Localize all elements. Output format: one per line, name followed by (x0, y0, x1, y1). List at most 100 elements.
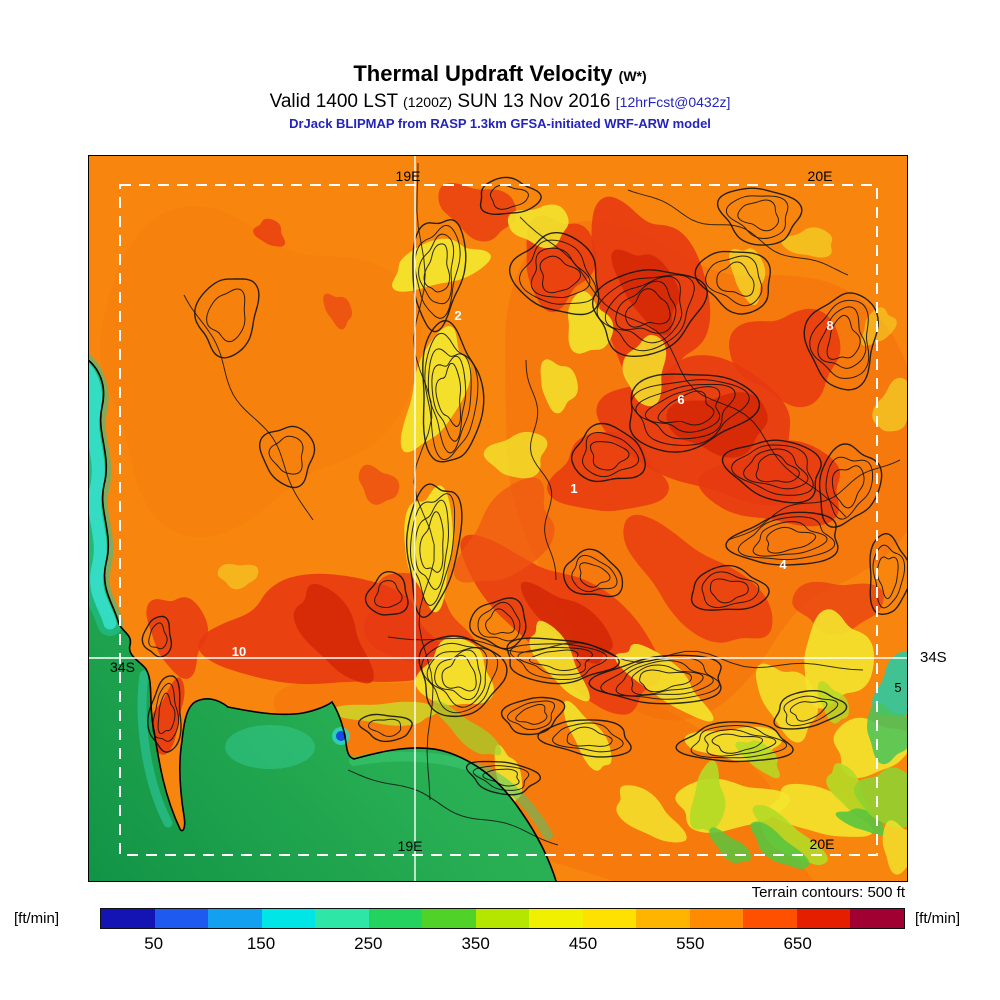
page-title: Thermal Updraft Velocity (353, 61, 613, 86)
contour-loop (721, 439, 822, 504)
contour-loop (803, 292, 879, 391)
colorbar-segment (208, 909, 262, 928)
waypoint-label-10: 10 (232, 644, 246, 659)
header: Thermal Updraft Velocity (W*) Valid 1400… (0, 60, 1000, 133)
terrain-contours (141, 162, 908, 846)
contour-loop (818, 443, 883, 528)
contour-loop (528, 649, 581, 672)
forecast-tag: [12hrFcst@0432z] (615, 93, 731, 110)
contour-loop (368, 718, 402, 737)
contour-loop (629, 373, 761, 453)
contour-loop (711, 733, 764, 754)
contour-loop (624, 288, 671, 328)
contour-loop (566, 726, 613, 747)
land-blob (547, 431, 669, 512)
contour-loop (147, 675, 182, 753)
waypoint-label-4: 4 (779, 557, 787, 572)
contour-loop (570, 422, 646, 483)
map: 19E 20E 19E 20E 34S 5 2 8 6 1 4 10 34S (88, 155, 968, 887)
contour-loop (424, 332, 479, 461)
contour-loop (631, 664, 704, 696)
contour-loop (675, 721, 794, 763)
land-blob (332, 701, 438, 726)
colorbar-segment (422, 909, 476, 928)
waypoint-label-2: 2 (454, 308, 461, 323)
contour-loop (589, 441, 630, 471)
contour-loop (519, 239, 597, 305)
contour-loop (419, 511, 444, 573)
colorbar-segment (368, 909, 423, 928)
contour-loop (755, 453, 800, 483)
contour-loop (489, 184, 529, 210)
contour-loop (783, 695, 839, 727)
colorbar-segment (154, 909, 209, 928)
contour-loop (725, 195, 789, 240)
contour-loop (418, 233, 455, 305)
contour-loop (752, 521, 828, 557)
contour-loop (515, 703, 548, 725)
dam-blue-spot (336, 731, 346, 741)
land-blob (817, 681, 850, 724)
colorbar-tick: 650 (783, 934, 812, 953)
colorbar (100, 908, 905, 929)
colorbar-tick: 350 (461, 934, 490, 953)
colorbar-segment (101, 909, 155, 928)
land-blob (99, 206, 421, 538)
land-blob (861, 307, 897, 346)
contour-loop (639, 669, 693, 693)
contour-loop (701, 571, 760, 609)
grid-label-20e-bottom: 20E (810, 836, 835, 852)
contour-line (347, 769, 559, 846)
contour-loop (434, 649, 482, 701)
contour-loop (694, 250, 771, 315)
contour-line (387, 636, 864, 671)
contour-loop (509, 643, 608, 680)
contour-loop (539, 255, 581, 294)
colorbar-segment (582, 909, 637, 928)
contour-loop (364, 571, 409, 616)
contour-loop (789, 700, 828, 722)
contour-line (413, 162, 435, 801)
contour-loop (506, 637, 620, 685)
contour-line (727, 459, 901, 541)
land-blob (781, 227, 833, 258)
land-blob (689, 760, 726, 832)
colorbar-tick: 450 (568, 934, 598, 953)
coastal-cyan-band (88, 361, 117, 630)
contour-loop (826, 314, 861, 360)
colorbar-unit-right: [ft/min] (915, 910, 961, 927)
contour-loop (479, 176, 542, 215)
contour-loop (441, 654, 477, 692)
land-blob (872, 650, 908, 717)
ocean-region (88, 360, 557, 882)
contour-loop (630, 379, 750, 446)
contour-loop (773, 689, 848, 730)
contour-loop (579, 562, 611, 588)
colorbar-segment (315, 909, 369, 928)
colorbar-tick: 250 (354, 934, 383, 953)
colorbar-segment (636, 909, 690, 928)
contour-loop (517, 646, 593, 676)
contour-loop (465, 760, 542, 796)
land-blob (433, 700, 502, 756)
contour-loop (809, 299, 870, 379)
land-blob (507, 204, 569, 249)
contour-loop (709, 578, 749, 604)
coastline (88, 359, 558, 882)
contour-loop (562, 548, 624, 598)
contour-loop (537, 719, 632, 758)
contour-loop (737, 516, 836, 561)
land-blob (854, 767, 908, 829)
contour-loop (405, 483, 463, 619)
south-coast-tint (349, 751, 553, 840)
peninsula-water-tint (137, 670, 173, 828)
grid-label-34s-right: 34S (920, 649, 947, 666)
contour-loop (141, 615, 173, 658)
contour-loop (469, 597, 527, 650)
grid-label-19e-top: 19E (396, 168, 421, 184)
contour-loop (148, 622, 168, 650)
colorbar-segment (261, 909, 316, 928)
land-blob (217, 563, 259, 590)
contour-loop (409, 493, 456, 606)
